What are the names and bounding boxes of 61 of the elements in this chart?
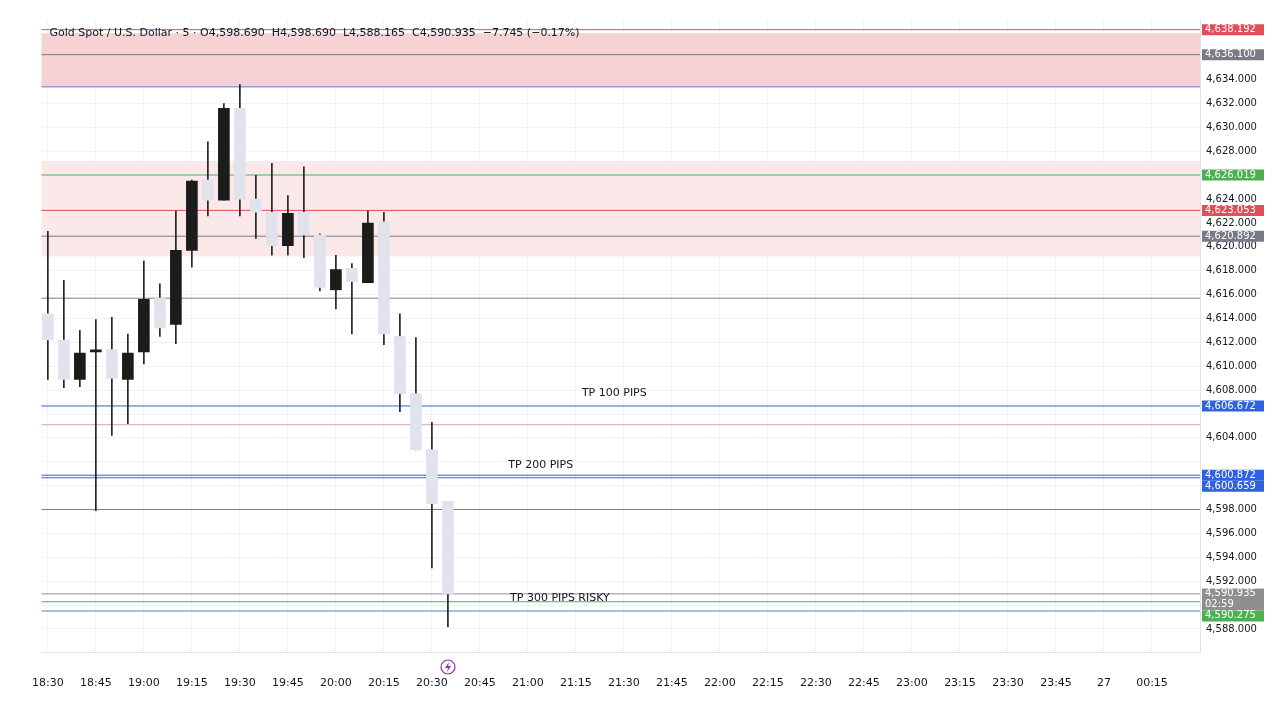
y-tick-label: 4,632.000 bbox=[1206, 97, 1257, 109]
y-tick-label: 4,634.000 bbox=[1206, 73, 1257, 85]
ref-line-label: 4,606.672 bbox=[1205, 399, 1256, 411]
x-tick-label: 22:15 bbox=[752, 676, 784, 690]
y-tick-label: 4,596.000 bbox=[1206, 527, 1257, 538]
ref-line-label: 4,620.892 bbox=[1205, 229, 1256, 241]
ref-line-label: 4,590.935 02:59 bbox=[1205, 587, 1256, 610]
annotation: TP 200 PIPS bbox=[507, 458, 574, 472]
x-tick-label: 19:45 bbox=[272, 676, 304, 690]
y-tick-label: 4,630.000 bbox=[1206, 121, 1257, 133]
y-tick-label: 4,618.000 bbox=[1206, 264, 1257, 276]
y-tick-label: 4,620.000 bbox=[1206, 240, 1257, 252]
text: Gold Spot / U.S. Dollar · 5 · O4,598.690 H4,598.690 L4,588.165 C4,590.935 −7.745 (−0.17%) bbox=[49, 26, 580, 40]
candlestick bbox=[42, 231, 54, 380]
annotation: TP 300 PIPS RISKY bbox=[509, 591, 611, 605]
x-tick-label: 19:00 bbox=[128, 676, 160, 690]
y-tick-label: 4,624.000 bbox=[1206, 192, 1257, 204]
x-tick-label: 23:30 bbox=[992, 676, 1024, 690]
x-tick-label: 22:00 bbox=[704, 676, 736, 690]
x-tick-label: 22:45 bbox=[848, 676, 880, 690]
x-tick-label: 20:45 bbox=[464, 676, 496, 690]
ref-line-label: 4,623.053 bbox=[1205, 203, 1256, 215]
x-tick-label: 19:30 bbox=[224, 676, 256, 690]
y-tick-label: 4,628.000 bbox=[1206, 144, 1257, 156]
candlestick bbox=[250, 174, 262, 239]
y-tick-label: 4,592.000 bbox=[1206, 574, 1257, 586]
ref-line-label: 4,600.872 bbox=[1205, 468, 1256, 480]
y-tick-label: 4,622.000 bbox=[1206, 216, 1257, 228]
x-tick-label: 00:15 bbox=[1136, 676, 1168, 690]
ref-line-label: 4,638.192 bbox=[1205, 23, 1256, 35]
y-tick-label: 4,588.000 bbox=[1206, 622, 1257, 634]
x-tick-label: 23:45 bbox=[1040, 676, 1072, 690]
y-tick-label: 4,616.000 bbox=[1206, 288, 1257, 300]
ref-line-label: 4,600.659 bbox=[1205, 479, 1256, 491]
x-tick-label: 20:00 bbox=[320, 676, 352, 690]
y-tick-label: 4,598.000 bbox=[1206, 503, 1257, 515]
x-tick-label: 18:30 bbox=[32, 676, 64, 690]
x-tick-label: 21:15 bbox=[560, 676, 592, 690]
x-tick-label: 18:45 bbox=[80, 676, 112, 690]
candlestick bbox=[106, 316, 118, 436]
x-tick-label: 22:30 bbox=[800, 676, 832, 690]
y-tick-label: 4,604.000 bbox=[1206, 431, 1257, 443]
x-tick-label: 21:30 bbox=[608, 676, 640, 690]
y-tick-label: 4,612.000 bbox=[1206, 335, 1257, 347]
x-tick-label: 21:45 bbox=[656, 676, 688, 690]
x-tick-label: 20:15 bbox=[368, 676, 400, 690]
x-tick-label: 21:00 bbox=[512, 676, 544, 690]
ref-line-label: 4,626.019 bbox=[1205, 168, 1256, 180]
x-tick-label: 23:00 bbox=[896, 676, 928, 690]
x-tick-label: 19:15 bbox=[176, 676, 208, 690]
ref-line-label: 4,590.275 bbox=[1205, 609, 1256, 621]
y-tick-label: 4,614.000 bbox=[1206, 312, 1257, 324]
ref-line-label: 4,636.100 bbox=[1205, 48, 1256, 60]
candlestick bbox=[346, 263, 358, 335]
x-tick-label: 23:15 bbox=[944, 676, 976, 690]
y-tick-label: 4,608.000 bbox=[1206, 383, 1257, 395]
y-tick-label: 4,594.000 bbox=[1206, 550, 1257, 562]
annotation: TP 100 PIPS bbox=[580, 386, 647, 400]
x-tick-label: 20:30 bbox=[416, 676, 448, 690]
y-tick-label: 4,610.000 bbox=[1206, 359, 1257, 371]
x-tick-label: 27 bbox=[1096, 676, 1111, 690]
